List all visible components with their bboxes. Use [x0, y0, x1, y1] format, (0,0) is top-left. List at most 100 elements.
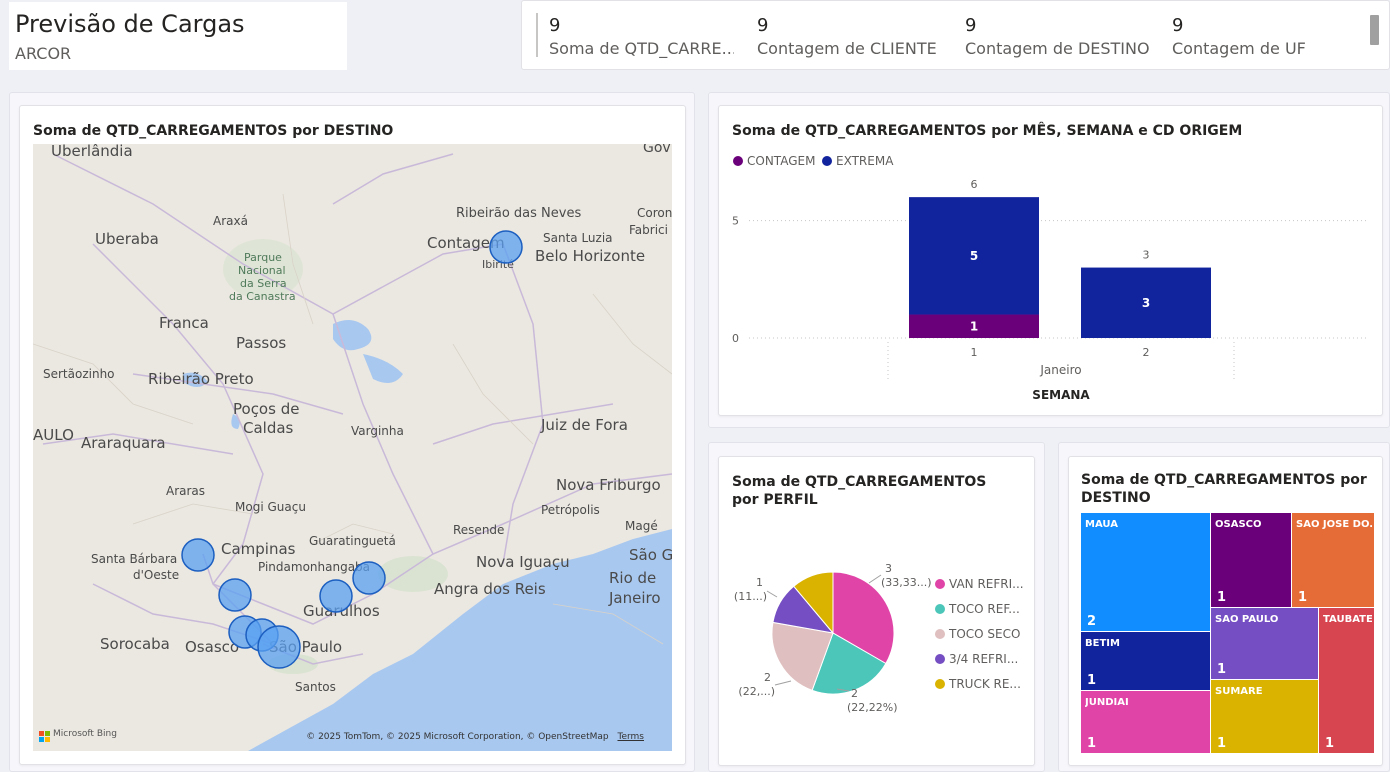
map-place: Santa Bárbara — [91, 552, 177, 566]
treemap-cell-value: 1 — [1217, 662, 1227, 677]
map-bubble-sao-jose — [319, 579, 353, 613]
map-bubble-betim — [489, 230, 523, 264]
treemap-cell-maua[interactable]: MAUA 2 — [1081, 513, 1210, 631]
pie-legend-item[interactable]: 3/4 REFRI... — [935, 652, 1018, 666]
map-place: Magé — [625, 519, 658, 533]
terms-link[interactable]: Terms — [617, 732, 644, 742]
treemap-cell-sao-paulo[interactable]: SAO PAULO 1 — [1211, 608, 1318, 679]
map-place: Caldas — [243, 419, 294, 437]
bar-chart-title: Soma de QTD_CARREGAMENTOS por MÊS, SEMAN… — [732, 123, 1243, 139]
kpi-contagem-destino[interactable]: 9 Contagem de DESTINO — [965, 15, 1165, 61]
pie-chart-svg: 3(33,33...)2(22,22%)2(22,...)1(11...) — [734, 562, 932, 714]
treemap-cell-osasco[interactable]: OSASCO 1 — [1211, 513, 1291, 607]
pie-data-label-pct: (22,22%) — [847, 701, 898, 714]
map-place: Santos — [295, 680, 336, 694]
kpi-label: Contagem de DESTINO — [965, 39, 1150, 58]
map-bubble-sumare — [181, 538, 215, 572]
treemap-cell-name: SAO JOSE DO... — [1296, 519, 1372, 530]
map-place: AULO — [33, 426, 74, 444]
pie-leader-line — [836, 688, 850, 692]
map-lake — [363, 354, 403, 383]
pie-slice-2 — [771, 621, 834, 691]
microsoft-bing-logo — [39, 731, 50, 742]
kpi-scrollbar[interactable] — [1370, 15, 1379, 45]
map-place: Mogi Guaçu — [235, 500, 306, 514]
treemap-cell-value: 1 — [1325, 736, 1335, 751]
legend-label: 3/4 REFRI... — [949, 652, 1019, 666]
map-place: Nova Iguaçu — [476, 553, 570, 571]
kpi-value: 9 — [965, 15, 977, 36]
map-place: Parque — [244, 251, 282, 264]
map-bay — [553, 559, 613, 589]
treemap-cell-sao-jose-do-[interactable]: SAO JOSE DO... 1 — [1292, 513, 1374, 607]
pie-legend-item[interactable]: TOCO SECO — [935, 627, 1020, 641]
map-title: Soma de QTD_CARREGAMENTOS por DESTINO — [33, 123, 394, 139]
kpi-contagem-uf[interactable]: 9 Contagem de UF — [1172, 15, 1352, 61]
kpi-cards-visual[interactable]: 9 Soma de QTD_CARRE... 9 Contagem de CLI… — [521, 0, 1390, 70]
map-place: Juiz de Fora — [540, 416, 628, 434]
map-place: Franca — [159, 314, 209, 332]
map-place: Araraquara — [81, 434, 166, 452]
treemap-cell-sumare[interactable]: SUMARE 1 — [1211, 680, 1318, 753]
pie-legend-item[interactable]: TRUCK RE... — [935, 677, 1021, 691]
map-canvas[interactable]: Uberlândia Ribeirão das Neves Araxá Uber… — [33, 144, 672, 751]
treemap-cell-name: SAO PAULO — [1215, 614, 1279, 625]
treemap-title: Soma de QTD_CARREGAMENTOS por DESTINO — [1081, 472, 1367, 506]
kpi-contagem-cliente[interactable]: 9 Contagem de CLIENTE — [757, 15, 947, 61]
kpi-soma-carregamentos[interactable]: 9 Soma de QTD_CARRE... — [549, 15, 739, 61]
pie-data-label-value: 2 — [851, 687, 858, 700]
legend-dot — [822, 156, 832, 166]
map-roads — [42, 153, 672, 665]
map-svg: Uberlândia Ribeirão das Neves Araxá Uber… — [33, 144, 672, 751]
bar-data-label: 5 — [970, 249, 978, 263]
map-place: Nacional — [238, 264, 286, 277]
attribution-text: © 2025 TomTom, © 2025 Microsoft Corporat… — [306, 732, 609, 742]
treemap-cell-jundiai[interactable]: JUNDIAI 1 — [1081, 691, 1210, 753]
legend-label: TOCO SECO — [949, 627, 1021, 641]
map-place: Angra dos Reis — [434, 580, 546, 598]
bar-data-label: 3 — [1142, 296, 1150, 310]
map-bubble-jundiai — [218, 578, 252, 612]
bar-data-label: 1 — [970, 319, 978, 333]
map-bubble-taubate — [352, 561, 386, 595]
kpi-value: 9 — [549, 15, 561, 36]
map-place: Varginha — [351, 424, 404, 438]
treemap-cell-name: TAUBATE — [1323, 614, 1372, 625]
pie-legend-item[interactable]: TOCO REF... — [935, 602, 1020, 616]
pie-legend-item[interactable]: VAN REFRI... — [935, 577, 1024, 591]
legend-dot — [935, 679, 945, 689]
treemap-visual[interactable]: Soma de QTD_CARREGAMENTOS por DESTINO MA… — [1068, 456, 1383, 766]
treemap-cell-taubate[interactable]: TAUBATE 1 — [1319, 608, 1374, 753]
pie-data-label-value: 1 — [756, 576, 763, 589]
map-place: Gov — [643, 144, 671, 156]
page-subtitle: ARCOR — [15, 44, 72, 63]
treemap-cell-value: 2 — [1087, 614, 1097, 629]
map-place: Resende — [453, 523, 504, 537]
pie-chart-visual[interactable]: Soma de QTD_CARREGAMENTOS por PERFIL 3 (3… — [718, 456, 1035, 766]
treemap-cell-value: 1 — [1087, 736, 1097, 751]
legend-item-extrema[interactable]: EXTREMA — [822, 154, 893, 168]
map-place: Osasco — [185, 638, 239, 656]
map-place: d'Oeste — [133, 568, 179, 582]
pie-leader-line — [774, 680, 792, 686]
bar-chart-visual[interactable]: Soma de QTD_CARREGAMENTOS por MÊS, SEMAN… — [718, 105, 1383, 416]
x-group-label: Janeiro — [1039, 363, 1081, 377]
map-place: da Canastra — [229, 290, 296, 303]
pie-data-label-pct: (33,33...) — [881, 576, 932, 589]
pie-data-label-pct: (11...) — [734, 590, 767, 603]
x-tick-label: 1 — [971, 346, 978, 359]
map-bubble-maua — [257, 625, 301, 669]
map-labels: Uberlândia Ribeirão das Neves Araxá Uber… — [33, 144, 672, 694]
map-place: Passos — [236, 334, 286, 352]
treemap-cell-name: BETIM — [1085, 638, 1120, 649]
treemap-cell-name: MAUA — [1085, 519, 1118, 530]
map-place: Uberlândia — [51, 144, 133, 160]
legend-item-contagem[interactable]: CONTAGEM — [733, 154, 815, 168]
bar-chart-svg: 0 5 1 5 6 1 3 3 2 Janeiro SEMANA — [732, 178, 1369, 402]
pie-data-label-value: 2 — [764, 671, 771, 684]
pie-data-label-value: 3 — [885, 562, 892, 575]
pie-leader-line — [766, 590, 778, 598]
treemap-cell-betim[interactable]: BETIM 1 — [1081, 632, 1210, 690]
map-place: Fabrici — [629, 223, 668, 237]
